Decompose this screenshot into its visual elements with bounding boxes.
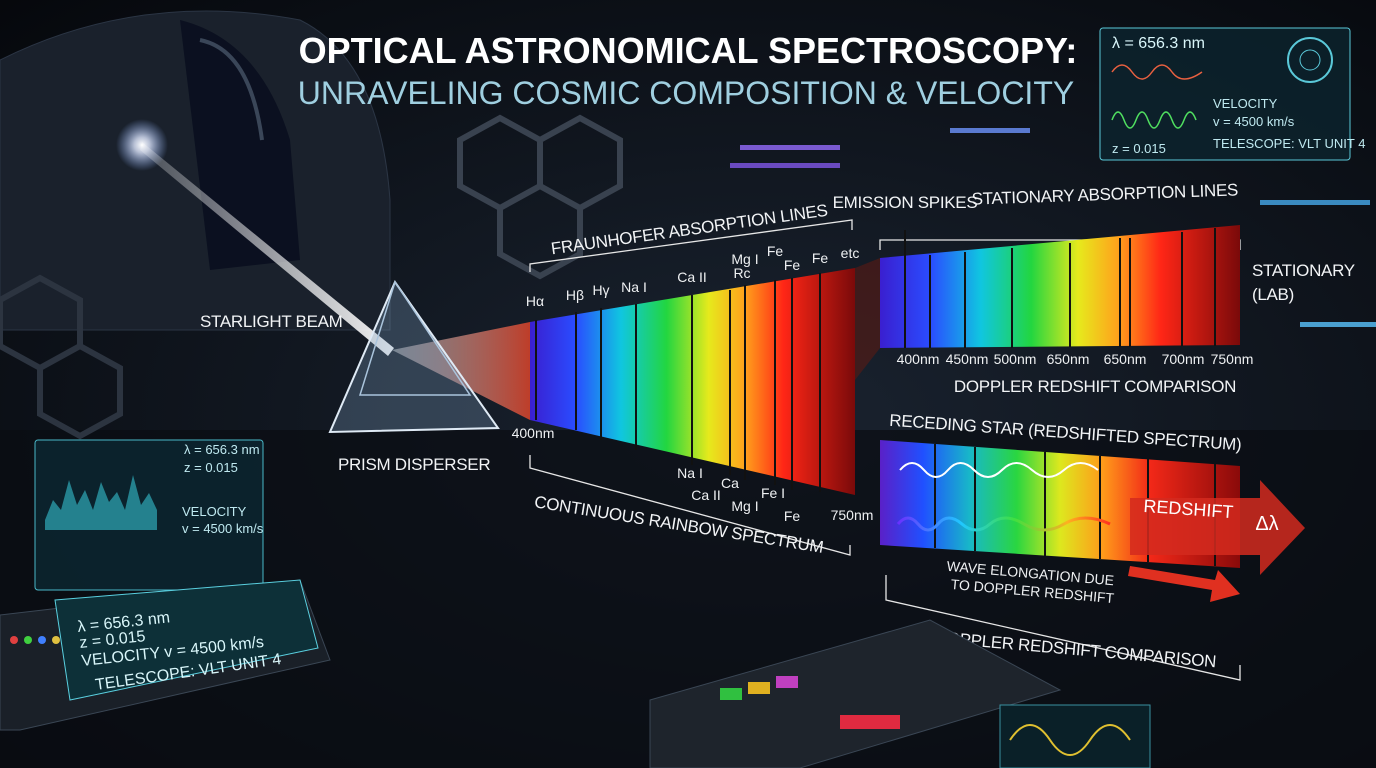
title: OPTICAL ASTRONOMICAL SPECTROSCOPY: xyxy=(299,30,1078,71)
decoration xyxy=(885,575,1241,681)
tick-labels: 400nm 450nm 500nm 650nm 650nm 700nm 750nm xyxy=(897,351,1254,367)
line-label: Fe xyxy=(784,257,801,273)
tick-label: 650nm xyxy=(1047,351,1090,367)
hud-text: VELOCITY xyxy=(1213,96,1278,111)
line-label: Ca II xyxy=(691,487,721,503)
light-beam xyxy=(140,142,394,356)
decoration xyxy=(999,704,1151,768)
hud-text: z = 0.015 xyxy=(1112,141,1166,156)
line-label: Na I xyxy=(621,279,647,295)
hud-text: v = 4500 km/s xyxy=(1213,114,1295,129)
redshift-arrow xyxy=(1130,480,1305,575)
tick-label: 400nm xyxy=(897,351,940,367)
decoration xyxy=(840,715,900,729)
line-label: Hγ xyxy=(592,282,609,298)
small-arrow xyxy=(1128,566,1240,602)
decoration xyxy=(457,114,623,280)
tick-label: 450nm xyxy=(946,351,989,367)
decoration xyxy=(52,636,60,644)
decoration xyxy=(358,280,472,396)
hud-text: v = 4500 km/s xyxy=(182,521,264,536)
label: 750nm xyxy=(831,507,874,523)
tick-label: 500nm xyxy=(994,351,1037,367)
line-label: Fe I xyxy=(761,485,785,501)
line-label: etc xyxy=(841,245,860,261)
decoration xyxy=(1299,49,1321,71)
label: STARLIGHT BEAM xyxy=(200,312,343,331)
label: STATIONARY xyxy=(1252,261,1355,280)
tick-label: 650nm xyxy=(1104,351,1147,367)
line-label: Mg I xyxy=(731,498,758,514)
wave xyxy=(899,462,1099,478)
line-label: Hα xyxy=(526,293,544,309)
line-label: Hβ xyxy=(566,287,584,303)
stationary-spectrum xyxy=(880,225,1240,348)
label: PRISM DISPERSER xyxy=(338,455,490,474)
hud-text: λ = 656.3 nm xyxy=(1112,35,1205,52)
decoration xyxy=(54,579,319,701)
decoration xyxy=(199,38,264,141)
tick-label: 750nm xyxy=(1211,351,1254,367)
decoration xyxy=(24,636,32,644)
label: Δλ xyxy=(1255,513,1278,535)
stationary-lines xyxy=(904,228,1216,348)
decoration xyxy=(45,475,157,530)
decoration xyxy=(1009,724,1131,756)
caption: DOPPLER REDSHIFT COMPARISON xyxy=(954,377,1236,396)
top-panel xyxy=(1099,27,1351,161)
tick-label: 700nm xyxy=(1162,351,1205,367)
colored-wave xyxy=(896,516,1111,532)
heading: EMISSION SPIKES xyxy=(833,193,978,212)
decoration xyxy=(1111,64,1203,80)
decoration xyxy=(529,455,851,556)
hud-text: z = 0.015 xyxy=(184,460,238,475)
hud-text: λ = 656.3 nm xyxy=(184,442,260,457)
line-label: Ca II xyxy=(677,269,707,285)
decoration xyxy=(10,636,18,644)
left-panel xyxy=(34,439,264,591)
decoration xyxy=(0,274,123,440)
decoration xyxy=(1300,322,1376,327)
decoration xyxy=(720,688,742,700)
absorption-lines xyxy=(535,273,821,492)
decoration xyxy=(1260,200,1370,205)
hud-text: VELOCITY xyxy=(182,504,247,519)
line-label: Na I xyxy=(677,465,703,481)
line-label: Rc xyxy=(733,265,750,281)
dispersed-fan xyxy=(392,322,530,420)
line-label: Fe xyxy=(767,243,784,259)
decoration xyxy=(1287,37,1333,83)
line-label: Fe xyxy=(812,250,829,266)
console xyxy=(0,579,1151,768)
hud-text: z = 0.015 xyxy=(79,628,147,652)
decoration xyxy=(1111,111,1197,129)
decoration xyxy=(649,619,1062,768)
subtitle: UNRAVELING COSMIC COMPOSITION & VELOCITY xyxy=(298,75,1074,111)
line-label: Ca xyxy=(721,475,739,491)
label: 400nm xyxy=(512,425,555,441)
line-label: Mg I xyxy=(731,251,758,267)
decoration xyxy=(950,128,1030,133)
decoration xyxy=(776,676,798,688)
decoration xyxy=(748,682,770,694)
prism xyxy=(328,279,500,434)
connector xyxy=(855,258,880,380)
line-label: Fe xyxy=(784,508,801,524)
hud-text: TELESCOPE: VLT UNIT 4 xyxy=(1213,136,1365,151)
decoration xyxy=(38,636,46,644)
decoration xyxy=(740,145,840,150)
decoration xyxy=(529,219,853,272)
label: (LAB) xyxy=(1252,285,1294,304)
decoration xyxy=(730,163,840,168)
